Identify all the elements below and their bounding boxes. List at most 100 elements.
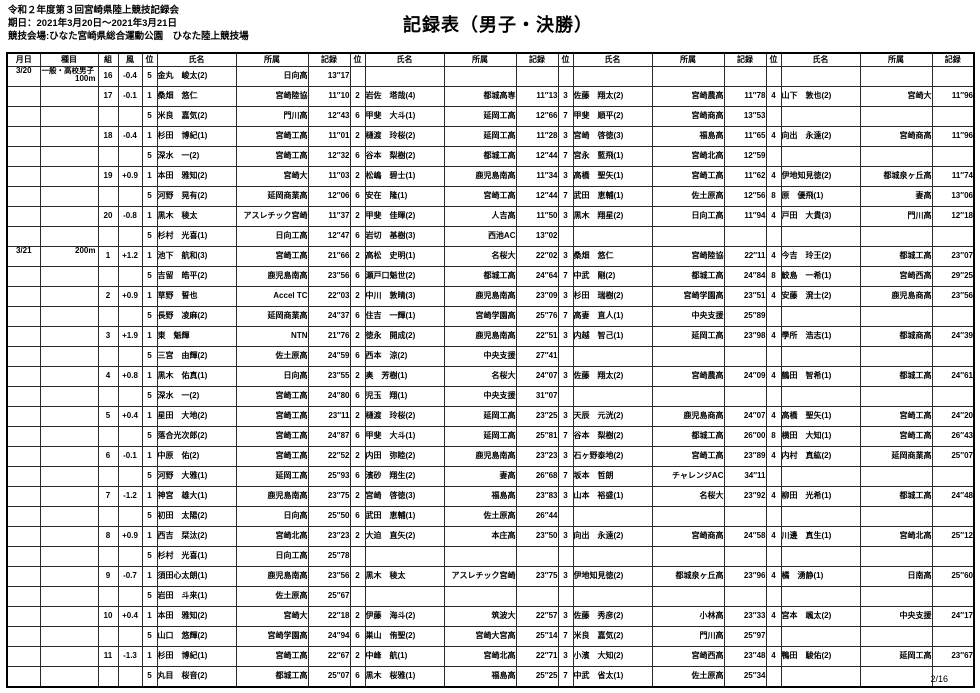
record-cell: 22″18: [307, 606, 351, 627]
wind-cell: [117, 266, 143, 287]
record-cell: [931, 346, 975, 367]
name-cell: [780, 466, 861, 487]
team-cell: 宮崎工高: [651, 446, 725, 467]
pos-cell: 5: [141, 666, 158, 688]
team-cell: 宮崎陸協: [651, 246, 725, 267]
name-cell: 深水 一(2): [156, 386, 237, 407]
event-cell: [39, 146, 99, 167]
record-cell: 24″09: [723, 366, 767, 387]
pos-cell: 5: [141, 506, 158, 527]
meet-header: 令和２年度第３回宮崎県陸上競技記録会 期日：2021年3月20日～2021年3月…: [8, 5, 249, 43]
results-table-body: 3/20 一般・高校男子 100m 16 -0.4 5 金丸 峻太(2) 日向高 13″17 17…: [6, 66, 975, 688]
team-cell: [651, 66, 725, 87]
pos-cell: 6: [349, 626, 366, 647]
team-cell: 宮崎北高: [651, 146, 725, 167]
pos-cell: 7: [557, 306, 574, 327]
team-cell: 宮崎大: [235, 606, 309, 627]
record-cell: 25″25: [515, 666, 559, 688]
record-cell: 23″89: [723, 446, 767, 467]
team-cell: [651, 226, 725, 247]
pos-cell: 4: [765, 406, 782, 427]
team-cell: 中央支援: [443, 386, 517, 407]
pos-cell: 5: [141, 626, 158, 647]
record-cell: 13″17: [307, 66, 351, 87]
pos-cell: [765, 66, 782, 87]
team-cell: 妻高: [859, 186, 933, 207]
date-cell: [6, 266, 41, 287]
record-cell: 23″50: [515, 526, 559, 547]
pos-cell: 7: [557, 106, 574, 127]
column-header: 位: [765, 52, 782, 67]
event-cell: [39, 366, 99, 387]
name-cell: [780, 146, 861, 167]
record-cell: 21″76: [307, 326, 351, 347]
team-cell: 都城工高: [859, 246, 933, 267]
column-header: 組: [97, 52, 119, 67]
team-cell: 鹿児島南高: [443, 286, 517, 307]
name-cell: 谷本 梨樹(2): [364, 146, 445, 167]
record-cell: 11″96: [931, 86, 975, 107]
wind-cell: +0.4: [117, 606, 143, 627]
team-cell: 妻高: [443, 466, 517, 487]
record-cell: 25″34: [723, 666, 767, 688]
name-cell: [572, 386, 653, 407]
record-cell: [723, 226, 767, 247]
column-header: 風: [117, 52, 143, 67]
event-cell: [39, 546, 99, 567]
record-cell: 23″11: [307, 406, 351, 427]
team-cell: 都城商高: [859, 326, 933, 347]
team-cell: [859, 66, 933, 87]
pos-cell: 2: [349, 166, 366, 187]
event-cell: [39, 286, 99, 307]
record-cell: 23″23: [515, 446, 559, 467]
name-cell: 東 魁輝: [156, 326, 237, 347]
pos-cell: 2: [349, 646, 366, 667]
team-cell: 延岡商業高: [235, 186, 309, 207]
record-cell: 11″78: [723, 86, 767, 107]
date-cell: [6, 366, 41, 387]
event-cell: [39, 646, 99, 667]
team-cell: 名桜大: [651, 486, 725, 507]
record-cell: 11″10: [307, 86, 351, 107]
column-header: 所属: [651, 52, 725, 67]
name-cell: [780, 226, 861, 247]
record-cell: [931, 466, 975, 487]
name-cell: 岩田 斗来(1): [156, 586, 237, 607]
record-cell: 22″71: [515, 646, 559, 667]
name-cell: 中武 省太(1): [572, 666, 653, 688]
team-cell: 小林高: [651, 606, 725, 627]
pos-cell: 6: [349, 306, 366, 327]
pos-cell: 4: [765, 86, 782, 107]
team-cell: 本庄高: [443, 526, 517, 547]
record-cell: [723, 346, 767, 367]
name-cell: 松嶋 碧士(1): [364, 166, 445, 187]
record-cell: 11″74: [931, 166, 975, 187]
record-cell: 12″66: [515, 106, 559, 127]
record-cell: 24″84: [723, 266, 767, 287]
heat-cell: [97, 146, 119, 167]
name-cell: 児玉 翔(1): [364, 386, 445, 407]
wind-cell: -0.4: [117, 66, 143, 87]
table-row: 5 初田 太陽(2) 日向高 25″50 6 武田 恵輔(1) 佐土原高 26″44: [6, 506, 975, 527]
team-cell: 延岡工高: [651, 326, 725, 347]
name-cell: 向出 永遠(2): [780, 126, 861, 147]
record-cell: 23″83: [515, 486, 559, 507]
name-cell: 米良 嘉気(2): [572, 626, 653, 647]
table-row: 10 +0.4 1 本田 雅知(2) 宮崎大 22″18 2 伊藤 海斗(2) 筑波大 22″57…: [6, 606, 975, 627]
date-cell: [6, 586, 41, 607]
team-cell: 都城工高: [651, 266, 725, 287]
table-row: 5 河野 晃有(2) 延岡商業高 12″06 6 安在 隆(1) 宮崎工高 12″44 7 武田 …: [6, 186, 975, 207]
pos-cell: 6: [349, 506, 366, 527]
name-cell: 黒木 桜雅(1): [364, 666, 445, 688]
team-cell: 佐土原高: [651, 186, 725, 207]
event-cell: [39, 466, 99, 487]
record-cell: [931, 306, 975, 327]
pos-cell: 4: [765, 206, 782, 227]
pos-cell: 6: [349, 666, 366, 688]
heat-cell: [97, 186, 119, 207]
team-cell: 延岡商業高: [859, 446, 933, 467]
record-cell: 24″61: [931, 366, 975, 387]
column-header: 氏名: [780, 52, 861, 67]
name-cell: [780, 106, 861, 127]
record-cell: 25″93: [307, 466, 351, 487]
